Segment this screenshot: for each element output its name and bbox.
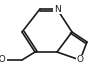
Text: O: O — [77, 56, 83, 64]
Text: N: N — [54, 4, 60, 14]
Text: HO: HO — [0, 56, 6, 64]
